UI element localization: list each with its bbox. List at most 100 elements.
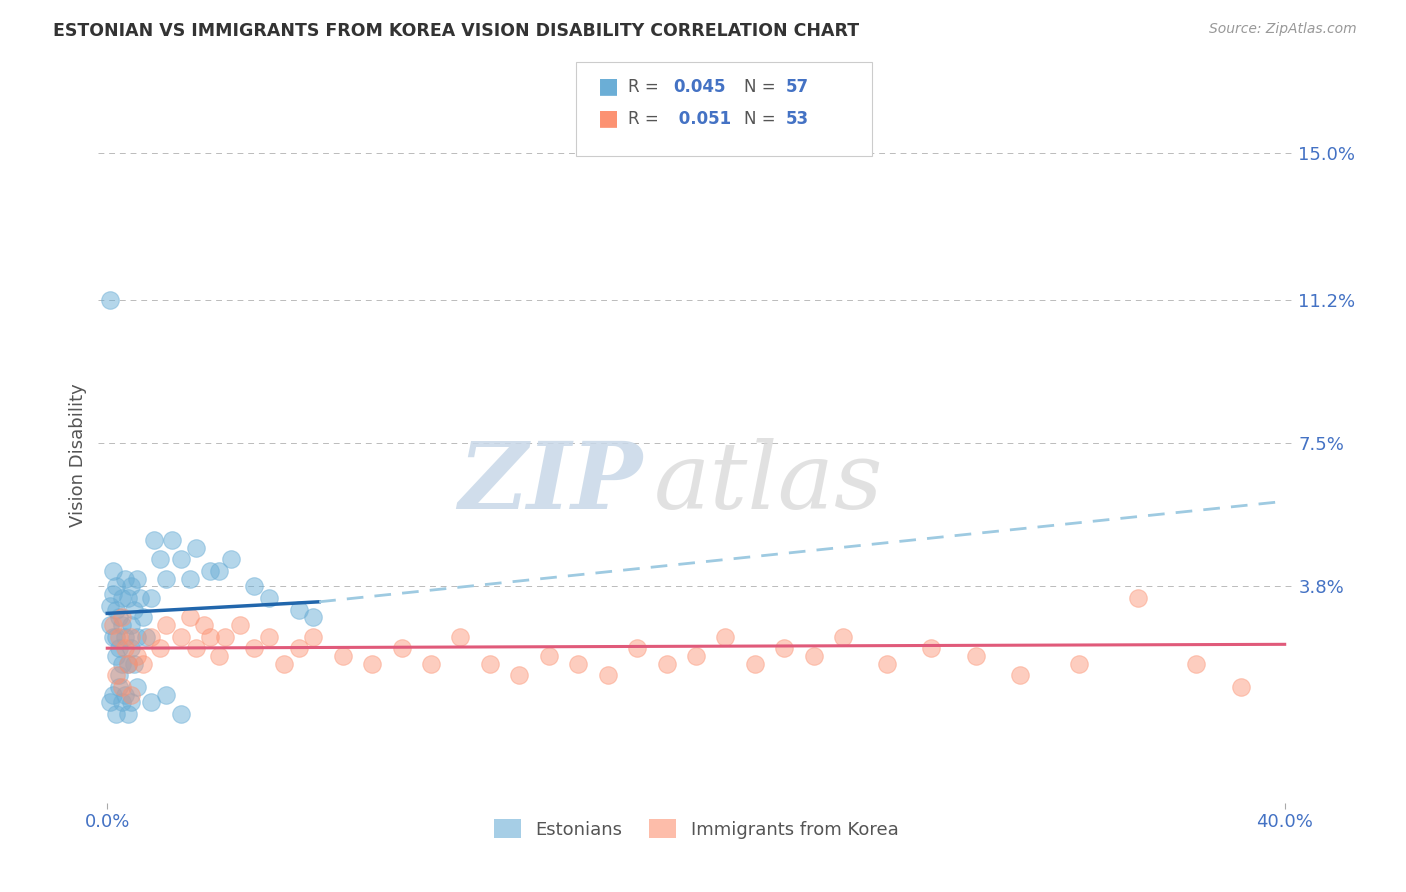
Point xyxy=(120,695,142,709)
Point xyxy=(200,564,222,578)
Point xyxy=(302,630,325,644)
Point xyxy=(125,572,148,586)
Point xyxy=(111,610,134,624)
Point xyxy=(655,657,678,671)
Point xyxy=(114,572,136,586)
Point xyxy=(111,657,134,671)
Point xyxy=(125,648,148,663)
Point xyxy=(273,657,295,671)
Point xyxy=(141,630,163,644)
Point xyxy=(832,630,855,644)
Point xyxy=(141,695,163,709)
Point xyxy=(111,680,134,694)
Point xyxy=(105,602,128,616)
Point xyxy=(108,630,131,644)
Point xyxy=(98,293,121,308)
Point xyxy=(111,618,134,632)
Point xyxy=(596,668,619,682)
Point xyxy=(391,641,413,656)
Point xyxy=(208,564,231,578)
Text: N =: N = xyxy=(744,78,780,95)
Point xyxy=(117,591,139,605)
Point xyxy=(243,579,266,593)
Point xyxy=(108,668,131,682)
Point xyxy=(920,641,942,656)
Point xyxy=(125,630,148,644)
Point xyxy=(965,648,987,663)
Point xyxy=(155,688,177,702)
Point xyxy=(131,657,153,671)
Point xyxy=(120,688,142,702)
Point xyxy=(114,641,136,656)
Point xyxy=(876,657,898,671)
Text: ESTONIAN VS IMMIGRANTS FROM KOREA VISION DISABILITY CORRELATION CHART: ESTONIAN VS IMMIGRANTS FROM KOREA VISION… xyxy=(53,22,859,40)
Point xyxy=(193,618,215,632)
Point xyxy=(214,630,236,644)
Point xyxy=(101,564,124,578)
Point xyxy=(141,591,163,605)
Text: R =: R = xyxy=(628,78,665,95)
Point xyxy=(170,630,193,644)
Point xyxy=(108,610,131,624)
Point xyxy=(1229,680,1251,694)
Y-axis label: Vision Disability: Vision Disability xyxy=(69,383,87,527)
Text: 0.045: 0.045 xyxy=(673,78,725,95)
Point xyxy=(155,618,177,632)
Point xyxy=(120,630,142,644)
Point xyxy=(184,541,207,555)
Point xyxy=(773,641,796,656)
Point xyxy=(122,657,145,671)
Point xyxy=(567,657,589,671)
Point xyxy=(101,618,124,632)
Point xyxy=(160,533,183,547)
Point xyxy=(208,648,231,663)
Point xyxy=(287,641,309,656)
Point xyxy=(478,657,501,671)
Point xyxy=(114,630,136,644)
Point xyxy=(1185,657,1208,671)
Point xyxy=(200,630,222,644)
Point xyxy=(108,680,131,694)
Text: ■: ■ xyxy=(598,77,619,96)
Point xyxy=(714,630,737,644)
Point xyxy=(117,657,139,671)
Point xyxy=(105,579,128,593)
Point xyxy=(134,630,156,644)
Text: atlas: atlas xyxy=(654,438,883,528)
Text: Source: ZipAtlas.com: Source: ZipAtlas.com xyxy=(1209,22,1357,37)
Text: ZIP: ZIP xyxy=(458,438,643,528)
Point xyxy=(111,591,134,605)
Legend: Estonians, Immigrants from Korea: Estonians, Immigrants from Korea xyxy=(486,812,905,846)
Point xyxy=(122,602,145,616)
Point xyxy=(143,533,166,547)
Point xyxy=(114,688,136,702)
Text: R =: R = xyxy=(628,110,665,128)
Point xyxy=(149,552,172,566)
Point xyxy=(98,618,121,632)
Point xyxy=(117,657,139,671)
Point xyxy=(155,572,177,586)
Point xyxy=(131,610,153,624)
Text: ■: ■ xyxy=(598,109,619,128)
Point xyxy=(101,630,124,644)
Point xyxy=(257,591,280,605)
Text: N =: N = xyxy=(744,110,780,128)
Point xyxy=(184,641,207,656)
Point xyxy=(120,641,142,656)
Point xyxy=(105,706,128,721)
Point xyxy=(101,587,124,601)
Point xyxy=(450,630,472,644)
Point xyxy=(170,706,193,721)
Point xyxy=(179,572,201,586)
Point xyxy=(685,648,707,663)
Point xyxy=(120,618,142,632)
Point xyxy=(257,630,280,644)
Point xyxy=(117,706,139,721)
Point xyxy=(228,618,250,632)
Point xyxy=(302,610,325,624)
Point xyxy=(101,688,124,702)
Point xyxy=(803,648,825,663)
Point xyxy=(508,668,530,682)
Point xyxy=(1067,657,1090,671)
Point xyxy=(105,630,128,644)
